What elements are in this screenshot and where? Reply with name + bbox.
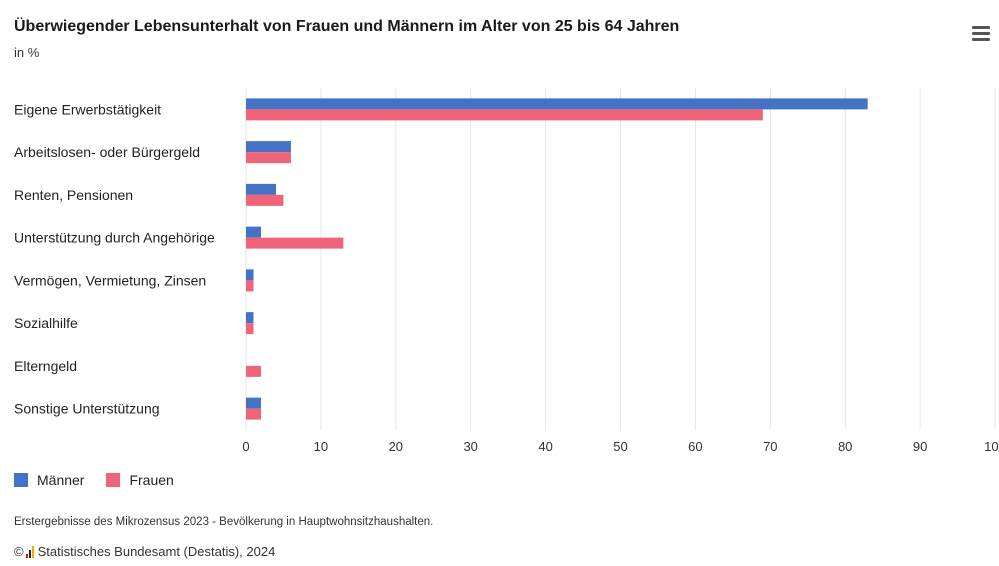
bar-maenner — [246, 183, 276, 195]
legend-label-frauen: Frauen — [129, 472, 174, 488]
x-tick-label: 40 — [538, 439, 552, 454]
chart-title: Überwiegender Lebensunterhalt von Frauen… — [14, 18, 680, 35]
bar-maenner — [246, 397, 261, 409]
bar-maenner — [246, 141, 291, 153]
legend-swatch-frauen — [106, 473, 121, 487]
x-tick-label: 90 — [913, 439, 927, 454]
x-tick-label: 30 — [463, 439, 477, 454]
legend-label-maenner: Männer — [37, 472, 85, 488]
category-label: Unterstützung durch Angehörige — [14, 230, 215, 246]
hamburger-menu-icon[interactable] — [971, 26, 991, 42]
legend-item-maenner[interactable]: Männer — [14, 472, 84, 488]
x-tick-label: 80 — [838, 439, 852, 454]
bar-maenner — [246, 269, 254, 281]
bar-maenner — [246, 226, 261, 238]
x-tick-label: 20 — [389, 439, 403, 454]
bar-frauen — [246, 237, 344, 249]
bar-frauen — [246, 408, 261, 420]
bar-frauen — [246, 323, 254, 335]
x-tick-label: 10 — [314, 439, 328, 454]
x-tick-label: 50 — [613, 439, 627, 454]
category-label: Arbeitslosen- oder Bürgergeld — [14, 144, 200, 160]
category-label: Vermögen, Vermietung, Zinsen — [14, 272, 206, 288]
credit-text: Statistisches Bundesamt (Destatis), 2024 — [37, 544, 276, 559]
chart-legend: Männer Frauen — [14, 472, 174, 488]
bar-frauen — [246, 152, 291, 164]
legend-swatch-maenner — [14, 473, 28, 487]
bar-maenner — [246, 312, 254, 324]
destatis-logo-icon — [25, 545, 34, 558]
bar-chart: 0 10 20 30 40 50 60 70 80 90 100 Eigene Erwerbstäti… — [14, 88, 999, 454]
category-label: Sonstige Unterstützung — [14, 401, 160, 417]
x-tick-label: 0 — [242, 439, 249, 454]
credit-line: © Statistisches Bundesamt (Destatis), 20… — [14, 544, 275, 559]
chart-subtitle: in % — [14, 45, 40, 60]
category-label: Renten, Pensionen — [14, 187, 133, 203]
source-note: Erstergebnisse des Mikrozensus 2023 - Be… — [14, 516, 434, 528]
x-tick-label: 60 — [688, 439, 702, 454]
x-tick-label: 70 — [763, 439, 777, 454]
copyright-symbol: © — [14, 544, 24, 559]
bar-frauen — [246, 194, 284, 206]
bar-frauen — [246, 109, 763, 121]
category-label: Elterngeld — [14, 358, 77, 374]
bar-frauen — [246, 365, 261, 377]
category-label: Sozialhilfe — [14, 315, 78, 331]
x-tick-label: 100 — [984, 439, 999, 454]
category-label: Eigene Erwerbstätigkeit — [14, 101, 161, 117]
legend-item-frauen[interactable]: Frauen — [106, 472, 174, 488]
bar-maenner — [246, 98, 868, 110]
bar-frauen — [246, 280, 254, 292]
